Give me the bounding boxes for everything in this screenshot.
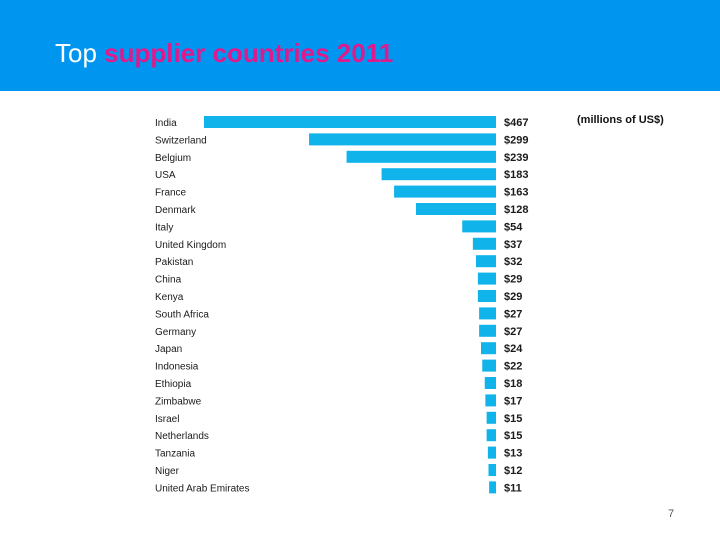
category-label: India bbox=[155, 118, 177, 129]
category-label: Niger bbox=[155, 466, 180, 477]
title-bar: Top supplier countries 2011 bbox=[0, 0, 720, 91]
chart-panel: India $467 Switzerland $299 Belgium $239 USA $1… bbox=[150, 108, 547, 498]
bar bbox=[482, 359, 496, 372]
value-label: $163 bbox=[504, 187, 528, 199]
value-label: $18 bbox=[504, 378, 522, 390]
value-label: $11 bbox=[504, 482, 522, 494]
value-label: $15 bbox=[504, 413, 522, 425]
slide-title: Top supplier countries 2011 bbox=[55, 38, 393, 69]
bar bbox=[204, 116, 496, 128]
category-label: Netherlands bbox=[155, 431, 209, 442]
value-label: $22 bbox=[504, 361, 522, 373]
bar bbox=[309, 133, 496, 146]
category-label: Switzerland bbox=[155, 135, 207, 146]
category-label: Israel bbox=[155, 414, 179, 425]
bar bbox=[475, 255, 496, 268]
category-label: Pakistan bbox=[155, 257, 193, 268]
category-label: South Africa bbox=[155, 309, 209, 320]
category-label: China bbox=[155, 275, 182, 286]
value-label: $183 bbox=[504, 169, 528, 181]
bar bbox=[488, 464, 496, 476]
value-label: $128 bbox=[504, 204, 528, 216]
title-lead: Top bbox=[55, 38, 97, 68]
category-label: Italy bbox=[155, 222, 173, 233]
bar bbox=[472, 237, 496, 250]
bar bbox=[394, 185, 496, 198]
value-label: $17 bbox=[504, 395, 522, 407]
value-label: $29 bbox=[504, 274, 522, 286]
bar bbox=[415, 203, 496, 215]
category-label: Tanzania bbox=[155, 449, 195, 460]
category-label: United Kingdom bbox=[155, 240, 226, 251]
category-label: Zimbabwe bbox=[155, 396, 202, 407]
value-label: $27 bbox=[504, 326, 522, 338]
bar bbox=[485, 394, 496, 407]
category-label: USA bbox=[155, 170, 176, 181]
bar bbox=[462, 220, 496, 233]
bar bbox=[484, 377, 496, 389]
value-label: $37 bbox=[504, 239, 522, 251]
category-label: Kenya bbox=[155, 292, 184, 303]
value-label: $15 bbox=[504, 430, 522, 442]
bar bbox=[480, 342, 496, 355]
bar bbox=[486, 411, 496, 424]
bar bbox=[381, 168, 496, 181]
value-label: $299 bbox=[504, 134, 528, 146]
category-label: Indonesia bbox=[155, 362, 199, 373]
category-label: United Arab Emirates bbox=[155, 483, 250, 494]
page-number: 7 bbox=[668, 508, 675, 520]
value-label: $467 bbox=[504, 117, 528, 129]
category-label: Germany bbox=[155, 327, 196, 338]
bar bbox=[477, 272, 496, 285]
bar bbox=[487, 446, 496, 459]
value-label: $239 bbox=[504, 152, 528, 164]
category-label: Denmark bbox=[155, 205, 197, 216]
title-accent: supplier countries 2011 bbox=[104, 38, 394, 68]
bar bbox=[479, 324, 496, 337]
value-label: $29 bbox=[504, 291, 522, 303]
bar bbox=[477, 290, 496, 302]
bar bbox=[479, 307, 496, 320]
bar bbox=[486, 429, 496, 442]
category-label: France bbox=[155, 188, 187, 199]
value-label: $54 bbox=[504, 221, 523, 233]
bar-chart: India $467 Switzerland $299 Belgium $239 USA $1… bbox=[155, 116, 528, 494]
value-label: $24 bbox=[504, 343, 523, 355]
units-note: (millions of US$) bbox=[577, 114, 664, 126]
value-label: $32 bbox=[504, 256, 522, 268]
category-label: Belgium bbox=[155, 153, 191, 164]
bar bbox=[346, 150, 496, 163]
value-label: $13 bbox=[504, 448, 522, 460]
value-label: $12 bbox=[504, 465, 522, 477]
category-label: Ethiopia bbox=[155, 379, 192, 390]
value-label: $27 bbox=[504, 308, 522, 320]
category-label: Japan bbox=[155, 344, 182, 355]
bar bbox=[489, 481, 496, 494]
